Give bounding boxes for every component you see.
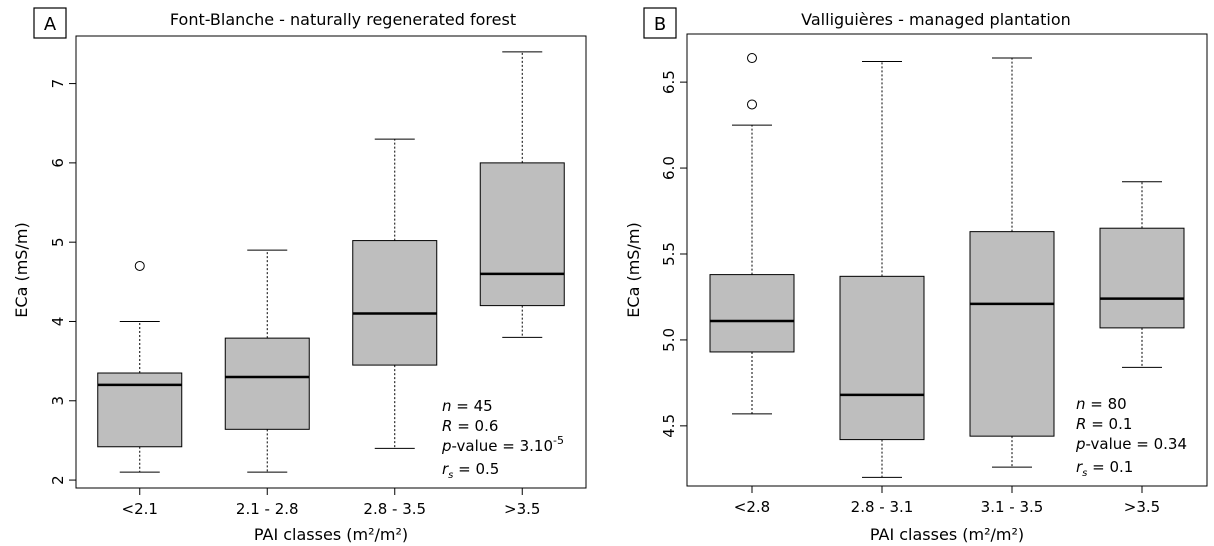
stats-block: n = 80 R = 0.1 p-value = 0.34 rs = 0.1 (1075, 395, 1187, 479)
iqr-box (839, 275, 925, 441)
iqr-box (969, 231, 1055, 437)
box-group (97, 260, 183, 473)
stat-p-value-value: 3.10 (520, 437, 553, 455)
panel-letter-box (643, 7, 677, 39)
x-tick-label: <2.8 (734, 498, 770, 516)
x-tick-label: >3.5 (504, 500, 540, 518)
panel-title: Valliguières - managed plantation (801, 10, 1071, 29)
x-tick-label: 3.1 - 3.5 (981, 498, 1044, 516)
x-tick-label: >3.5 (1124, 498, 1160, 516)
stat-n-value: 45 (474, 397, 493, 415)
stat-p-exponent: -5 (553, 434, 564, 447)
x-axis-label: PAI classes (m²/m²) (870, 525, 1024, 544)
stats-block: n = 45 R = 0.6 p-value = 3.10-5 rs = 0.5 (441, 397, 564, 481)
outlier-point (134, 260, 145, 271)
x-tick-label: <2.1 (122, 500, 158, 518)
panel-letter: A (44, 14, 57, 35)
y-tick-label: 6 (49, 158, 67, 168)
outlier-point (747, 99, 757, 110)
y-tick-label: 4 (49, 317, 67, 327)
iqr-box (1099, 227, 1185, 329)
iqr-box (224, 337, 310, 430)
stat-rs: rs = 0.5 (442, 460, 499, 481)
x-tick-label: 2.8 - 3.1 (851, 498, 914, 516)
stat-rs-value: 0.5 (476, 460, 500, 478)
stat-p-value-value: 0.34 (1154, 435, 1187, 453)
y-tick-label: 6.5 (660, 70, 678, 94)
box-group (224, 249, 310, 473)
stat-n: n = 80 (1076, 395, 1127, 413)
stat-r-value: 0.1 (1109, 415, 1133, 433)
iqr-box (479, 162, 565, 307)
stat-r: R = 0.6 (442, 417, 498, 435)
y-tick-label: 3 (49, 396, 67, 406)
stat-r: R = 0.1 (1076, 415, 1132, 433)
plot-frame (686, 33, 1208, 487)
y-tick-label: 6.0 (660, 156, 678, 180)
panel-a: A Font-Blanche - naturally regenerated f… (12, 7, 587, 544)
panel-title: Font-Blanche - naturally regenerated for… (170, 10, 516, 29)
stat-n-value: 80 (1108, 395, 1127, 413)
y-axis-label: ECa (mS/m) (12, 222, 31, 317)
panel-b: B Valliguières - managed plantation PAI … (624, 7, 1208, 544)
box-group (969, 57, 1055, 468)
panel-letter-box (33, 7, 67, 39)
iqr-box (709, 274, 795, 353)
box-group (352, 138, 438, 449)
y-tick-label: 4.5 (660, 414, 678, 438)
box-group (1099, 181, 1185, 368)
x-tick-label: 2.1 - 2.8 (236, 500, 299, 518)
y-tick-label: 2 (49, 475, 67, 485)
plot-area: 4.5 5.0 5.5 6.0 6.5 <2.8 2.8 - 3.1 3.1 - 3.5 >3.… (660, 53, 1185, 516)
outlier-point (747, 53, 757, 64)
box-group (839, 60, 925, 478)
stat-p-value: p-value = 0.34 (1075, 435, 1187, 453)
stat-n: n = 45 (442, 397, 493, 415)
plot-frame (75, 35, 587, 489)
box-group (709, 53, 795, 415)
x-axis-label: PAI classes (m²/m²) (254, 525, 408, 544)
x-tick-label: 2.8 - 3.5 (363, 500, 426, 518)
iqr-box (352, 240, 438, 366)
stat-p-value: p-value = 3.10-5 (441, 434, 564, 455)
y-tick-label: 5 (49, 237, 67, 247)
stat-rs-value: 0.1 (1110, 458, 1134, 476)
stat-rs: rs = 0.1 (1076, 458, 1133, 479)
stat-r-value: 0.6 (475, 417, 499, 435)
y-tick-label: 7 (49, 79, 67, 89)
y-axis-label: ECa (mS/m) (624, 222, 643, 317)
panel-letter: B (654, 14, 666, 35)
box-group (479, 51, 565, 338)
y-tick-label: 5.5 (660, 242, 678, 266)
y-tick-label: 5.0 (660, 328, 678, 352)
